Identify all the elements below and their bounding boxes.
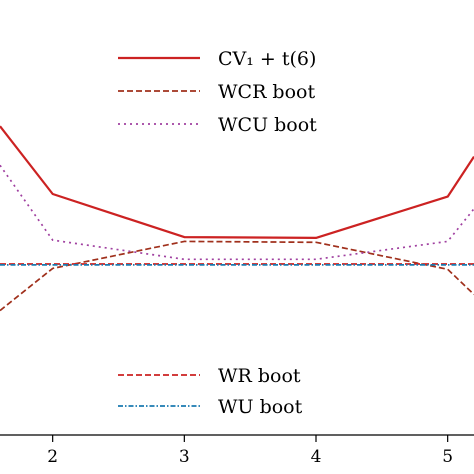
x-tick-label: 4	[311, 447, 322, 467]
x-ticks: 2 3 4 5	[47, 435, 453, 467]
x-tick-label: 2	[47, 447, 58, 467]
legend-label-wu-boot: WU boot	[218, 396, 303, 418]
series-line-wcr-boot	[0, 240, 474, 312]
legend-label-wcr-boot: WCR boot	[218, 81, 315, 103]
legend-label-cv-t-6: CV₁ + t(6)	[218, 48, 316, 70]
legend-label-wcu-boot: WCU boot	[218, 114, 317, 136]
series-line-wcu-boot	[0, 164, 474, 261]
legends: CV₁ + t(6) WCR boot WCU boot WR boot WU boot	[118, 48, 317, 418]
series-line-cv-t-6	[0, 125, 474, 239]
legend-2: WR boot WU boot	[118, 365, 303, 418]
legend-label-wr-boot: WR boot	[218, 365, 301, 387]
series-layer	[0, 125, 474, 312]
x-tick-label: 5	[442, 447, 453, 467]
x-tick-label: 3	[179, 447, 190, 467]
legend-1: CV₁ + t(6) WCR boot WCU boot	[118, 48, 317, 136]
